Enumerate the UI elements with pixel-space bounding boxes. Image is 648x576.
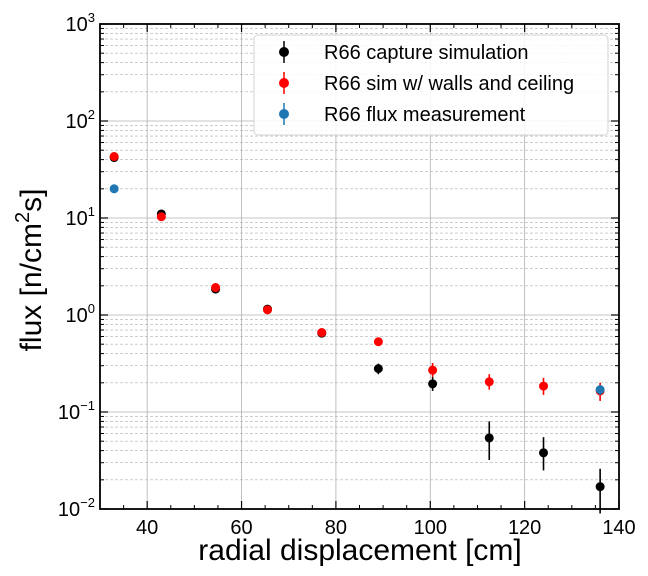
data-point	[109, 152, 119, 162]
x-tick-label: 120	[508, 517, 541, 539]
data-point	[211, 283, 221, 293]
y-axis-title: flux [n/cm2s]	[12, 189, 48, 352]
x-tick-label: 40	[136, 517, 158, 539]
y-tick-label: 103	[66, 10, 95, 36]
y-axis-title-sup: 2	[12, 212, 34, 223]
data-point	[428, 379, 438, 389]
legend-label: R66 capture simulation	[324, 42, 529, 64]
x-axis-title: radial displacement [cm]	[198, 534, 521, 567]
y-tick-exponent: −2	[80, 495, 95, 510]
y-tick-exponent: −1	[80, 398, 95, 413]
data-point	[484, 433, 494, 443]
plot-border	[99, 23, 620, 510]
data-point	[262, 305, 272, 315]
legend-box	[253, 34, 609, 136]
y-tick-label: 102	[66, 107, 95, 133]
x-tick-label: 80	[325, 517, 347, 539]
y-tick-exponent: 0	[88, 301, 95, 316]
y-tick-base: 10	[58, 402, 80, 424]
y-tick-base: 10	[66, 14, 88, 36]
y-axis-title-main: flux [n/cm	[15, 223, 48, 351]
legend-entry-capture-simulation: R66 capture simulation	[279, 41, 529, 64]
legend: R66 capture simulation R66 sim w/ walls …	[253, 34, 609, 136]
data-point	[317, 328, 327, 338]
y-tick-base: 10	[66, 208, 88, 230]
data-point	[156, 212, 166, 222]
legend-marker	[279, 47, 289, 57]
y-tick-exponent: 3	[88, 10, 95, 25]
plot-frame	[99, 23, 620, 510]
y-tick-base: 10	[58, 499, 80, 521]
legend-marker	[279, 109, 289, 119]
data-point	[428, 365, 438, 375]
series-3	[109, 184, 605, 395]
series-2	[109, 152, 605, 401]
legend-entry-walls-and-ceiling: R66 sim w/ walls and ceiling	[279, 72, 574, 95]
data-point	[373, 337, 383, 347]
legend-entry-flux-measurement: R66 flux measurement	[279, 103, 526, 126]
x-tick-label: 60	[230, 517, 252, 539]
legend-label: R66 flux measurement	[324, 104, 526, 126]
data-point	[595, 482, 605, 492]
y-axis-title-tail: s]	[15, 189, 48, 212]
data-point	[539, 448, 549, 458]
y-tick-label: 10−1	[58, 398, 95, 424]
data-point	[595, 385, 605, 395]
y-tick-exponent: 2	[88, 107, 95, 122]
data-point	[109, 184, 119, 194]
data-point	[373, 364, 383, 374]
legend-label: R66 sim w/ walls and ceiling	[324, 73, 574, 95]
legend-marker	[279, 78, 289, 88]
y-tick-label: 101	[66, 204, 95, 230]
y-tick-label: 10−2	[58, 495, 95, 521]
data-point	[539, 381, 549, 391]
y-tick-exponent: 1	[88, 204, 95, 219]
x-tick-label: 100	[414, 517, 447, 539]
data-points	[109, 152, 605, 514]
x-tick-label: 140	[602, 517, 635, 539]
y-tick-base: 10	[66, 111, 88, 133]
data-point	[484, 377, 494, 387]
y-tick-label: 100	[66, 301, 95, 327]
y-tick-base: 10	[66, 305, 88, 327]
